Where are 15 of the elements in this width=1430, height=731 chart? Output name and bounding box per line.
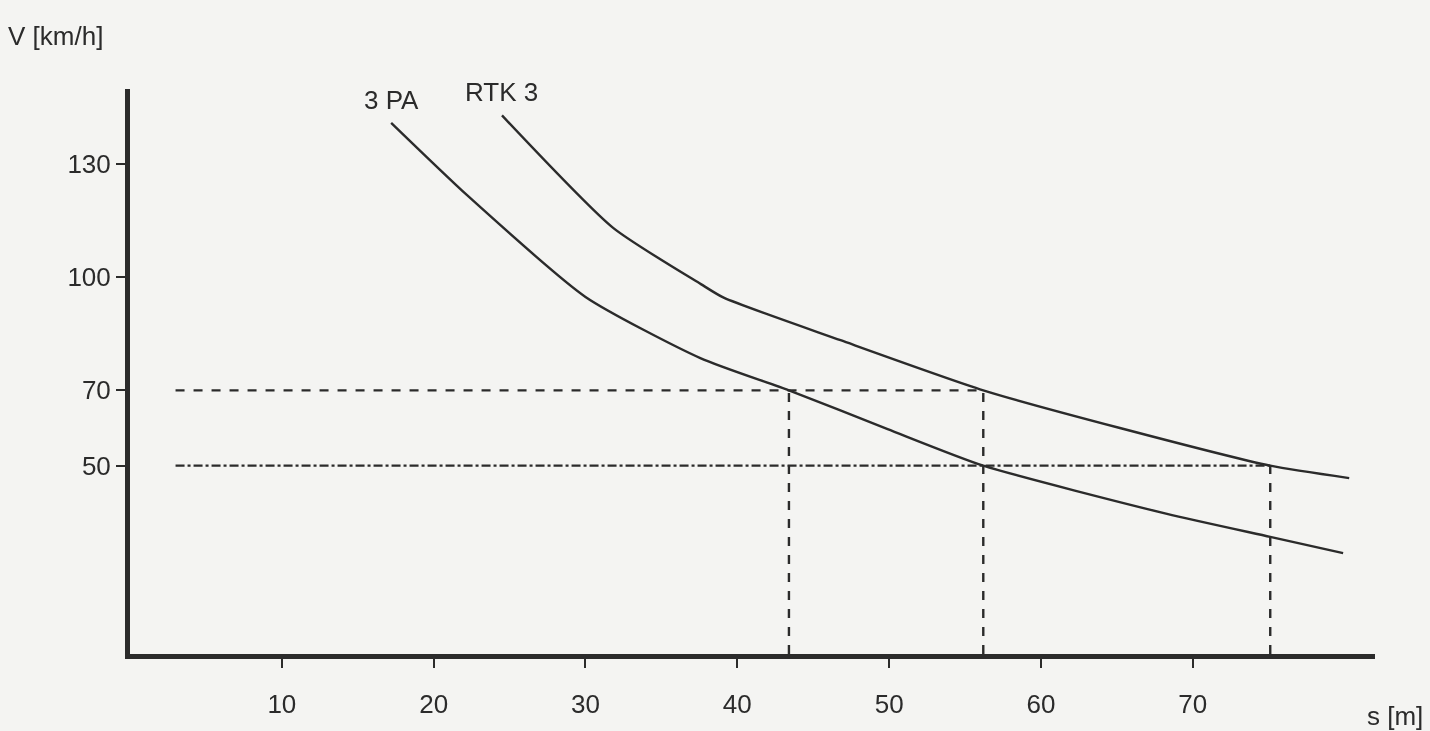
y-tick-label: 50 xyxy=(81,450,111,481)
series-label: 3 PA xyxy=(364,85,420,115)
x-tick-label: 30 xyxy=(571,689,600,720)
series-label: RTK 3 xyxy=(465,77,539,107)
x-tick-label: 60 xyxy=(1026,689,1056,720)
y-tick-label: 100 xyxy=(67,262,111,293)
x-axis-title: s [m] xyxy=(1367,701,1424,731)
x-tick-label: 20 xyxy=(419,689,449,720)
x-tick-label: 50 xyxy=(874,689,904,720)
x-tick-label: 70 xyxy=(1178,689,1208,720)
y-tick-label: 130 xyxy=(67,149,111,180)
y-tick-label: 70 xyxy=(81,375,111,406)
x-tick-label: 10 xyxy=(267,689,297,720)
y-axis-title: V [km/h] xyxy=(8,21,104,51)
x-tick-label: 40 xyxy=(722,689,752,720)
